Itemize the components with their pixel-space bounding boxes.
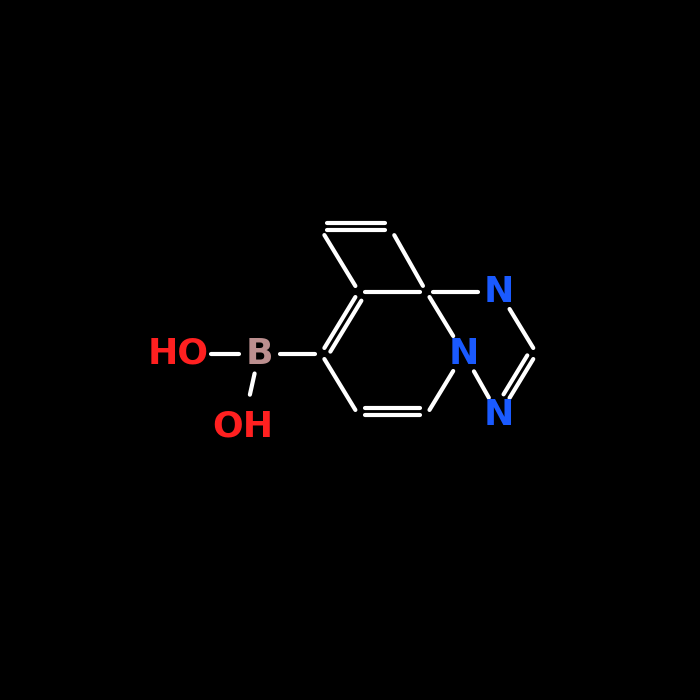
Text: HO: HO: [148, 337, 209, 370]
Text: OH: OH: [212, 410, 274, 443]
Text: B: B: [245, 337, 273, 370]
Text: N: N: [484, 398, 514, 433]
Text: N: N: [484, 274, 514, 309]
Text: N: N: [449, 337, 479, 370]
